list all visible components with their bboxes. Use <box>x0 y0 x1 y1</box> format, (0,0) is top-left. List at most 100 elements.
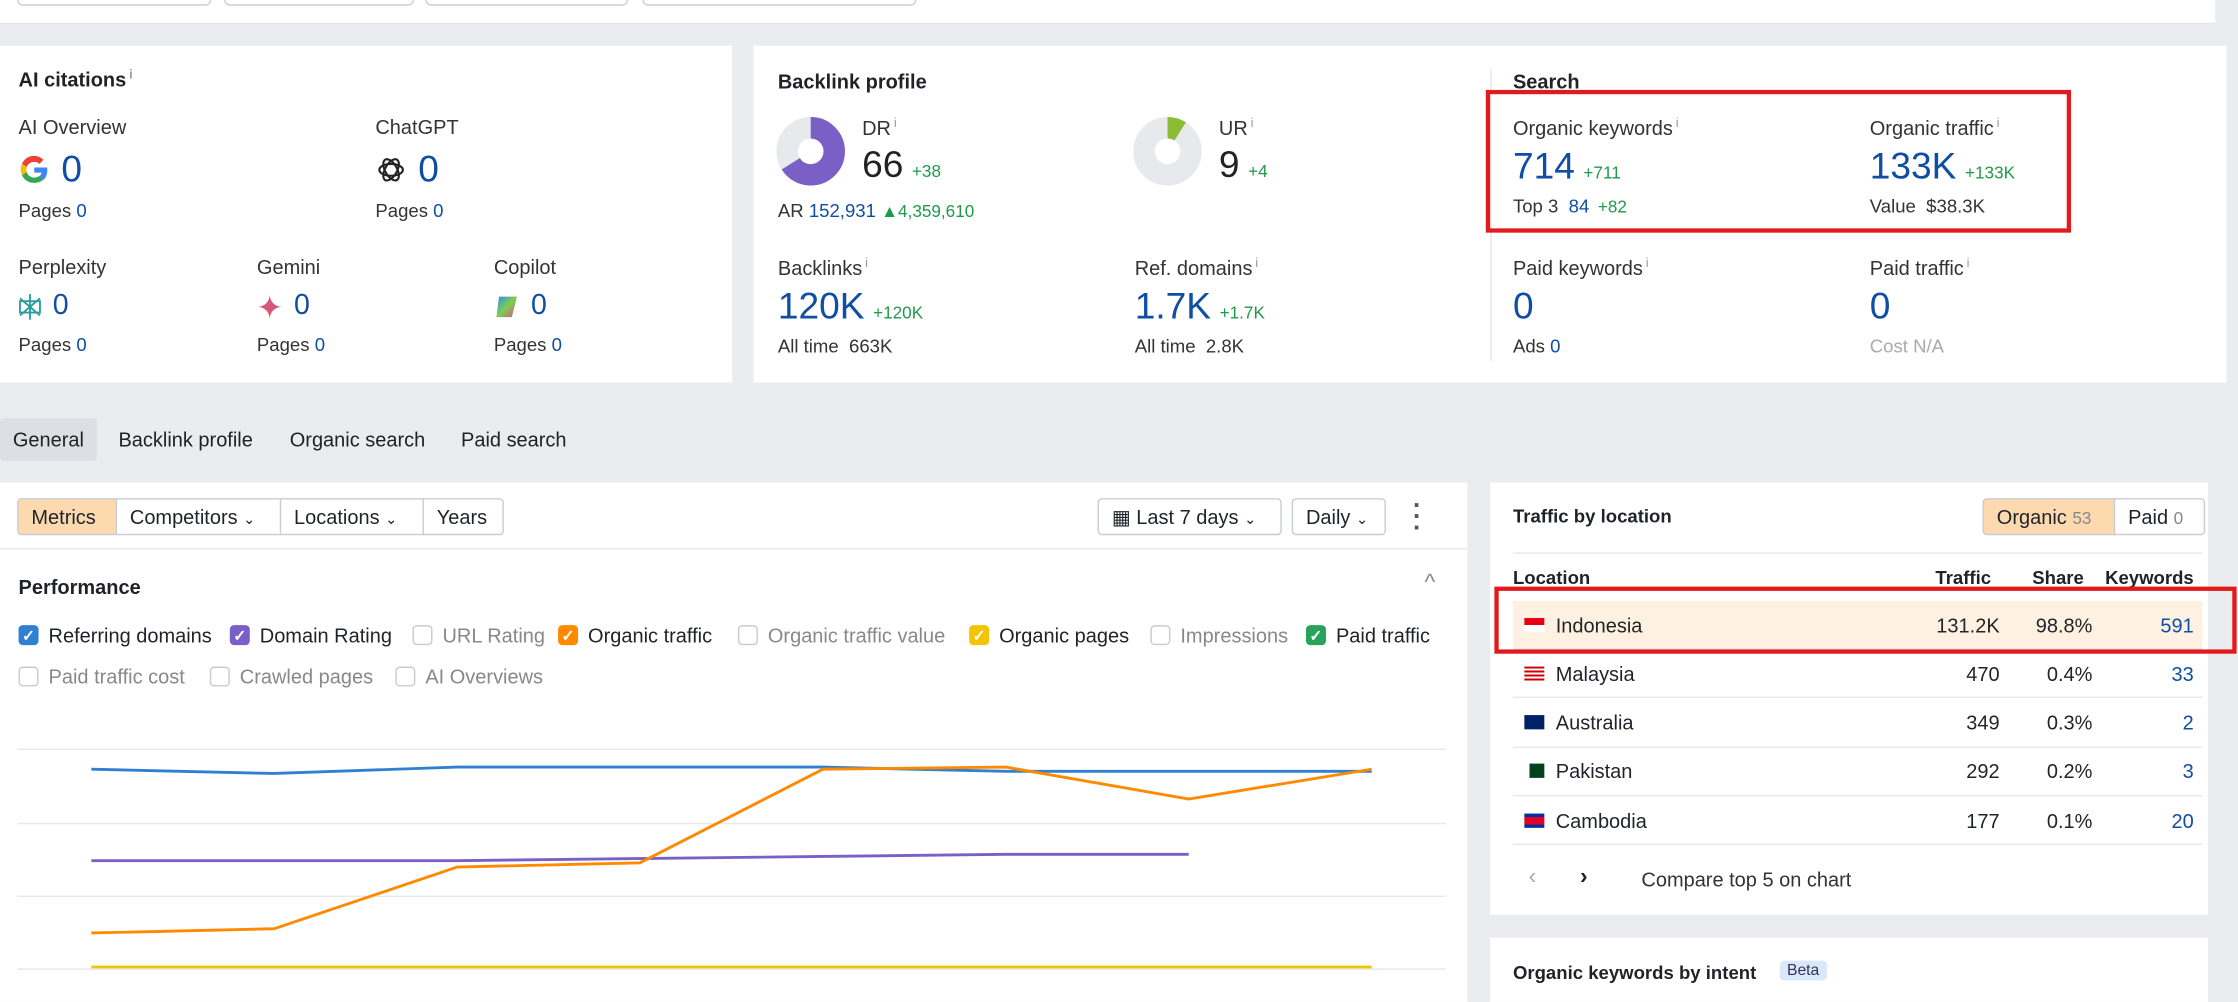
checkbox-box[interactable] <box>412 625 433 646</box>
checkbox-box[interactable]: ✓ <box>18 625 39 646</box>
column-header-keywords[interactable]: Keywords <box>2105 566 2194 589</box>
info-icon[interactable]: i <box>1255 255 1259 270</box>
tab-paid-search[interactable]: Paid search <box>461 428 567 452</box>
series-line-referring-domains[interactable] <box>91 765 1372 775</box>
table-row[interactable]: Pakistan 292 0.2% 3 <box>1512 748 2203 797</box>
checkbox-paid-traffic[interactable]: ✓ Paid traffic <box>1305 624 1430 647</box>
keywords-link[interactable]: 33 <box>2171 661 2194 685</box>
ar-metric: AR 152,931 ▲4,359,610 <box>777 199 975 222</box>
toolbar-button[interactable] <box>17 0 212 6</box>
series-line-domain-rating[interactable] <box>91 852 1189 863</box>
divider <box>1490 68 1492 362</box>
info-icon[interactable]: i <box>1996 115 2000 130</box>
checkbox-paid-traffic-cost[interactable]: Paid traffic cost <box>18 665 185 688</box>
keywords-link[interactable]: 20 <box>2171 808 2194 832</box>
pages-link[interactable]: 0 <box>433 199 444 222</box>
organic-toggle[interactable]: Organic 53 <box>1982 498 2116 536</box>
toolbar-button[interactable] <box>642 0 917 6</box>
keywords-link[interactable]: 2 <box>2182 710 2194 734</box>
tab-organic-search[interactable]: Organic search <box>289 428 426 452</box>
pages-link[interactable]: 0 <box>314 333 326 356</box>
checkbox-label: Crawled pages <box>239 665 374 688</box>
calendar-icon: ▦ <box>1111 505 1131 529</box>
ai-citations-card: AI citations i AI Overview 0 Pages 0 Chat… <box>0 45 733 383</box>
info-icon[interactable]: i <box>1645 255 1649 270</box>
toolbar-button[interactable] <box>425 0 629 6</box>
traffic-value: 177 <box>1966 808 2000 832</box>
checkbox-domain-rating[interactable]: ✓ Domain Rating <box>229 624 392 647</box>
previous-page-icon[interactable]: ‹ <box>1528 864 1537 890</box>
search-title: Search <box>1512 69 1580 93</box>
perplexity-metric: Perplexity 0 Pages 0 <box>18 255 107 356</box>
tab-general[interactable]: General <box>0 418 97 462</box>
column-header-share[interactable]: Share <box>2032 566 2084 589</box>
checkbox-box[interactable] <box>18 666 39 687</box>
keywords-link[interactable]: 3 <box>2182 759 2194 783</box>
paid-keywords-value[interactable]: 0 <box>1512 283 1534 327</box>
ai-overview-value[interactable]: 0 <box>61 147 83 190</box>
checkbox-box[interactable]: ✓ <box>558 625 579 646</box>
top3-link[interactable]: 84 <box>1568 195 1590 217</box>
ads-link[interactable]: 0 <box>1550 334 1561 357</box>
chatgpt-value[interactable]: 0 <box>418 147 439 190</box>
info-icon[interactable]: i <box>1675 115 1679 130</box>
column-header-location[interactable]: Location <box>1512 566 1591 589</box>
series-line-organic-traffic[interactable] <box>91 765 1372 935</box>
date-range-dropdown[interactable]: ▦ Last 7 days ⌄ <box>1097 498 1282 536</box>
checkbox-box[interactable]: ✓ <box>1305 625 1326 646</box>
checkbox-referring-domains[interactable]: ✓ Referring domains <box>18 624 212 647</box>
competitors-dropdown[interactable]: Competitors ⌄ <box>115 498 282 536</box>
keywords-link[interactable]: 591 <box>2160 613 2194 636</box>
checkbox-box[interactable]: ✓ <box>969 625 990 646</box>
info-icon[interactable]: i <box>129 67 133 82</box>
organic-keywords-value[interactable]: 714 <box>1512 143 1575 187</box>
locations-dropdown[interactable]: Locations ⌄ <box>279 498 424 536</box>
compare-top5-link[interactable]: Compare top 5 on chart <box>1641 867 1852 891</box>
checkbox-box[interactable] <box>737 625 758 646</box>
info-icon[interactable]: i <box>865 255 868 270</box>
table-row[interactable]: Malaysia 470 0.4% 33 <box>1512 650 2203 699</box>
pages-link[interactable]: 0 <box>551 333 562 356</box>
collapse-chevron-icon[interactable]: ^ <box>1424 570 1436 596</box>
checkbox-organic-pages[interactable]: ✓ Organic pages <box>969 624 1129 647</box>
copilot-value[interactable]: 0 <box>530 289 547 322</box>
table-row[interactable]: Indonesia 131.2K 98.8% 591 <box>1512 600 2203 650</box>
column-header-traffic[interactable]: Traffic <box>1935 566 1992 589</box>
checkbox-organic-traffic-value[interactable]: Organic traffic value <box>737 624 945 647</box>
paid-traffic-value[interactable]: 0 <box>1869 283 1891 327</box>
years-button[interactable]: Years <box>422 498 504 536</box>
paid-toggle[interactable]: Paid 0 <box>2113 498 2206 536</box>
checkbox-url-rating[interactable]: URL Rating <box>412 624 545 647</box>
organic-traffic-value[interactable]: 133K <box>1869 143 1957 187</box>
pages-link[interactable]: 0 <box>76 199 87 222</box>
checkbox-organic-traffic[interactable]: ✓ Organic traffic <box>558 624 712 647</box>
gemini-value[interactable]: 0 <box>294 289 310 322</box>
interval-dropdown[interactable]: Daily ⌄ <box>1291 498 1386 536</box>
table-row[interactable]: Cambodia 177 0.1% 20 <box>1512 797 2203 846</box>
checkbox-box[interactable]: ✓ <box>229 625 250 646</box>
ref-domains-value[interactable]: 1.7K <box>1134 283 1212 327</box>
checkbox-ai-overviews[interactable]: AI Overviews <box>395 665 543 688</box>
dr-donut-chart <box>776 117 845 186</box>
table-row[interactable]: Australia 349 0.3% 2 <box>1512 699 2203 748</box>
checkbox-box[interactable] <box>209 666 230 687</box>
toolbar-button[interactable] <box>224 0 414 6</box>
perplexity-value[interactable]: 0 <box>52 289 69 322</box>
checkbox-box[interactable] <box>395 666 416 687</box>
info-icon[interactable]: i <box>1966 255 1970 270</box>
tab-backlink-profile[interactable]: Backlink profile <box>118 428 253 452</box>
info-icon[interactable]: i <box>1250 115 1254 130</box>
ar-link[interactable]: 152,931 <box>808 199 876 222</box>
more-options-icon[interactable]: · · · <box>1413 490 1422 543</box>
metrics-button[interactable]: Metrics <box>17 498 118 536</box>
next-page-icon[interactable]: › <box>1580 864 1588 890</box>
share-value: 0.1% <box>2046 808 2093 832</box>
checkbox-box[interactable] <box>1150 625 1171 646</box>
info-icon[interactable]: i <box>893 115 897 130</box>
share-value: 98.8% <box>2035 613 2093 636</box>
pages-link[interactable]: 0 <box>76 333 87 356</box>
location-name: Malaysia <box>1555 661 1635 685</box>
checkbox-impressions[interactable]: Impressions <box>1150 624 1288 647</box>
backlinks-value[interactable]: 120K <box>777 283 865 327</box>
checkbox-crawled-pages[interactable]: Crawled pages <box>209 665 374 688</box>
